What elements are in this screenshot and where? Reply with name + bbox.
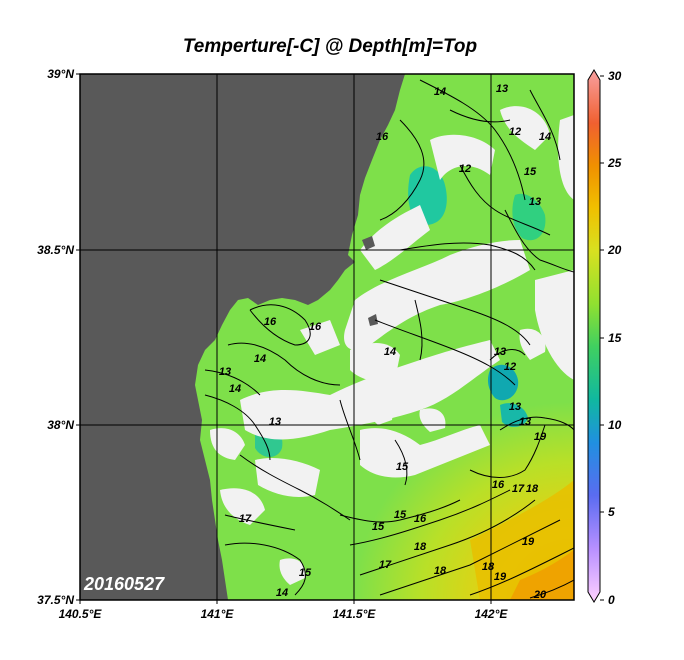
contour-label: 18 bbox=[434, 565, 447, 577]
contour-label: 14 bbox=[384, 346, 396, 358]
island bbox=[362, 236, 375, 250]
contour-label: 13 bbox=[519, 416, 531, 428]
colorbar-label-10: 10 bbox=[608, 418, 622, 432]
contour-label: 13 bbox=[529, 196, 541, 208]
date-label: 20160527 bbox=[83, 574, 165, 594]
contour-label: 12 bbox=[509, 126, 521, 138]
contour-label: 19 bbox=[534, 431, 547, 443]
lat-tick-label-38.5: 38.5°N bbox=[37, 243, 74, 257]
colorbar-scale bbox=[587, 69, 601, 603]
contour-label: 18 bbox=[482, 561, 495, 573]
lat-tick-label-39: 39°N bbox=[47, 67, 74, 81]
contour-label: 16 bbox=[309, 321, 322, 333]
contour-label: 14 bbox=[434, 86, 446, 98]
contour-label: 13 bbox=[219, 366, 231, 378]
contour-label: 16 bbox=[492, 479, 505, 491]
contour-label: 18 bbox=[414, 541, 427, 553]
lon-tick-label-141.5: 141.5°E bbox=[333, 607, 377, 621]
colorbar-ticks bbox=[600, 75, 604, 601]
lat-tick-label-37.5: 37.5°N bbox=[37, 593, 74, 607]
chart-title: Temperture[-C] @ Depth[m]=Top bbox=[182, 36, 478, 57]
contour-label: 13 bbox=[496, 83, 508, 95]
contour-label: 13 bbox=[509, 401, 521, 413]
colorbar-label-30: 30 bbox=[608, 69, 622, 83]
lon-tick-label-141: 141°E bbox=[201, 607, 235, 621]
colorbar-label-15: 15 bbox=[608, 331, 622, 345]
contour-label: 12 bbox=[459, 163, 471, 175]
land-mass bbox=[80, 74, 405, 600]
contour-label-layer: 14 13 16 12 12 15 13 14 16 16 14 13 14 14 13 12 13 13 13 15… bbox=[219, 83, 551, 601]
contour-label: 17 bbox=[512, 483, 525, 495]
contour-label: 19 bbox=[522, 536, 535, 548]
contour-label: 18 bbox=[526, 483, 539, 495]
colorbar: 30 25 20 15 10 5 0 bbox=[587, 69, 622, 607]
contour-label: 13 bbox=[269, 416, 281, 428]
colorbar-label-0: 0 bbox=[608, 593, 615, 607]
colorbar-label-25: 25 bbox=[607, 156, 622, 170]
cool-patch-center bbox=[487, 364, 519, 401]
contour-label: 15 bbox=[524, 166, 537, 178]
colorbar-label-5: 5 bbox=[608, 505, 615, 519]
contour-label: 15 bbox=[299, 567, 312, 579]
contour-label: 17 bbox=[379, 559, 392, 571]
contour-label: 19 bbox=[494, 571, 507, 583]
cool-patch-east bbox=[512, 193, 546, 241]
contour-label: 15 bbox=[372, 521, 385, 533]
lon-tick-label-140.5: 140.5°E bbox=[59, 607, 103, 621]
map-frame bbox=[79, 73, 575, 601]
colorbar-label-20: 20 bbox=[607, 243, 622, 257]
contour-label: 17 bbox=[239, 513, 252, 525]
graticule bbox=[80, 74, 574, 600]
tick-marks bbox=[76, 73, 492, 604]
cool-patch-south-east bbox=[500, 403, 528, 427]
lat-tick-label-38: 38°N bbox=[47, 418, 74, 432]
contour-label: 14 bbox=[539, 131, 551, 143]
contour-label: 13 bbox=[494, 346, 506, 358]
contour-label: 14 bbox=[229, 383, 241, 395]
contour-label: 15 bbox=[396, 461, 409, 473]
contour-label: 16 bbox=[414, 513, 427, 525]
lon-tick-label-142: 142°E bbox=[475, 607, 509, 621]
contour-label: 16 bbox=[376, 131, 389, 143]
no-data-regions bbox=[210, 106, 574, 585]
contour-label: 20 bbox=[533, 589, 547, 601]
contour-label: 14 bbox=[254, 353, 266, 365]
map-panel: 14 13 16 12 12 15 13 14 16 16 14 13 14 14 13 12 13 13 13 15… bbox=[80, 74, 588, 601]
contour-label: 12 bbox=[504, 361, 516, 373]
contour-label: 15 bbox=[394, 509, 407, 521]
contour-label: 14 bbox=[276, 587, 288, 599]
contour-label: 16 bbox=[264, 316, 277, 328]
ocean-data-view-watermark: Ocean Data View bbox=[578, 525, 588, 598]
island bbox=[368, 314, 378, 326]
